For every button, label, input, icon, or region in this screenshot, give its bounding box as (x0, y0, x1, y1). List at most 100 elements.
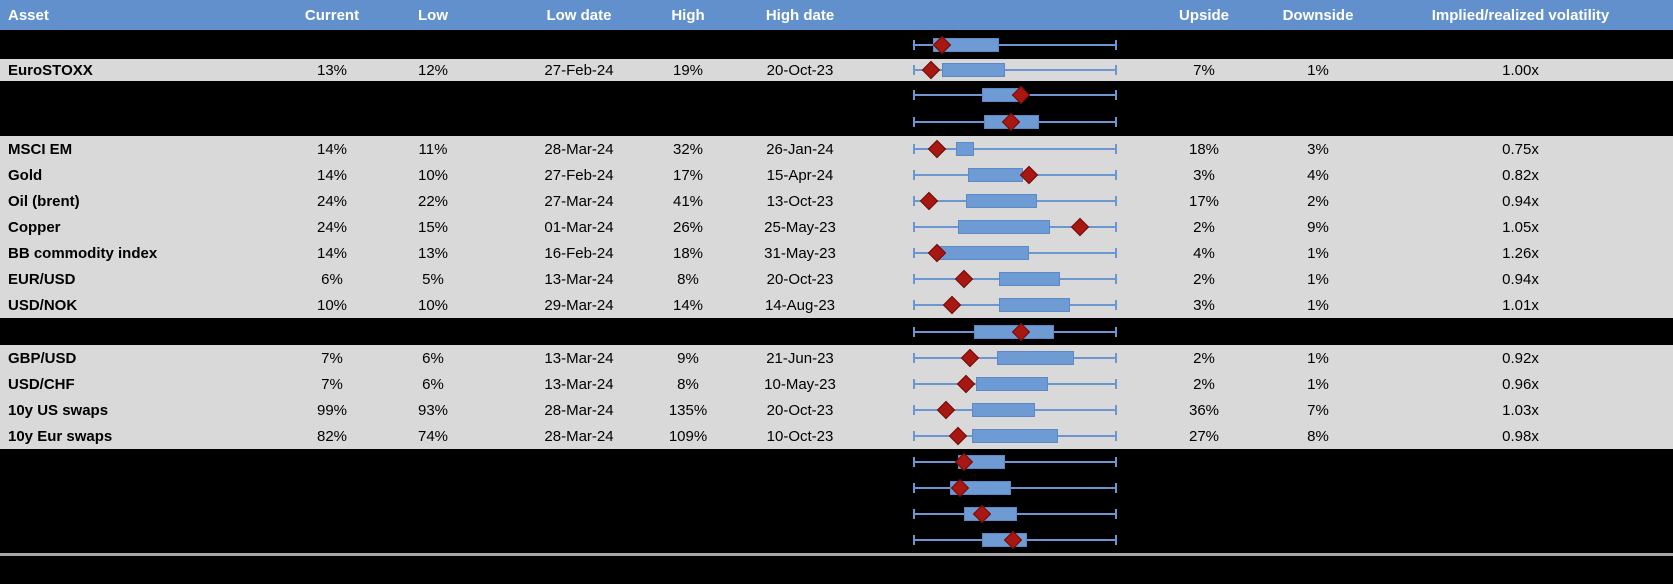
col-header-downside[interactable]: Downside (1282, 6, 1354, 24)
cell-upside[interactable]: 4% (1193, 244, 1215, 262)
cell-asset[interactable]: 10y Eur swaps (8, 427, 113, 445)
cell-low[interactable]: 10% (417, 166, 449, 184)
cell-current[interactable]: 13% (316, 61, 348, 79)
cell-iv-rv[interactable]: 0.98x (1502, 427, 1539, 445)
cell-high-date[interactable]: 20-Oct-23 (766, 270, 834, 288)
cell-iv-rv[interactable]: 0.94x (1502, 270, 1539, 288)
cell-asset[interactable]: EuroSTOXX (8, 61, 93, 79)
col-header-high-date[interactable]: High date (765, 6, 835, 24)
cell-asset[interactable]: Gold (8, 166, 43, 184)
cell-low-date[interactable]: 13-Mar-24 (544, 375, 614, 393)
cell-low[interactable]: 11% (418, 140, 448, 158)
cell-iv-rv[interactable]: 1.01x (1502, 296, 1539, 314)
cell-low[interactable]: 5% (422, 270, 444, 288)
col-header-implied-realized-volatility[interactable]: Implied/realized volatility (1431, 6, 1610, 24)
cell-high[interactable]: 9% (677, 349, 699, 367)
cell-current[interactable]: 7% (321, 349, 343, 367)
cell-high-date[interactable]: 21-Jun-23 (766, 349, 834, 367)
cell-current[interactable]: 14% (316, 166, 348, 184)
cell-high[interactable]: 135% (668, 401, 708, 419)
cell-upside[interactable]: 2% (1193, 375, 1215, 393)
cell-iv-rv[interactable]: 1.05x (1502, 218, 1539, 236)
col-header-upside[interactable]: Upside (1178, 6, 1229, 24)
cell-high-date[interactable]: 10-Oct-23 (766, 427, 834, 445)
cell-low[interactable]: 93% (417, 401, 449, 419)
cell-asset[interactable]: MSCI EM (8, 140, 73, 158)
cell-low[interactable]: 10% (417, 296, 449, 314)
cell-low-date[interactable]: 13-Mar-24 (544, 270, 614, 288)
cell-downside[interactable]: 7% (1307, 401, 1329, 419)
cell-high[interactable]: 32% (672, 140, 704, 158)
cell-current[interactable]: 14% (316, 140, 348, 158)
cell-low-date[interactable]: 28-Mar-24 (544, 401, 614, 419)
cell-downside[interactable]: 2% (1307, 192, 1329, 210)
col-header-asset[interactable]: Asset (8, 6, 49, 24)
cell-upside[interactable]: 2% (1193, 349, 1215, 367)
cell-low-date[interactable]: 29-Mar-24 (544, 296, 614, 314)
cell-asset[interactable]: Oil (brent) (8, 192, 80, 210)
cell-downside[interactable]: 1% (1307, 375, 1329, 393)
cell-low-date[interactable]: 27-Feb-24 (544, 166, 614, 184)
cell-high[interactable]: 26% (672, 218, 704, 236)
cell-asset[interactable]: EUR/USD (8, 270, 76, 288)
cell-low-date[interactable]: 28-Mar-24 (544, 140, 614, 158)
cell-low[interactable]: 74% (417, 427, 449, 445)
cell-asset[interactable]: Copper (8, 218, 61, 236)
cell-downside[interactable]: 1% (1307, 244, 1329, 262)
cell-current[interactable]: 6% (321, 270, 343, 288)
cell-low-date[interactable]: 27-Mar-24 (544, 192, 614, 210)
cell-current[interactable]: 14% (316, 244, 348, 262)
cell-current[interactable]: 82% (316, 427, 348, 445)
cell-current[interactable]: 10% (316, 296, 348, 314)
cell-high[interactable]: 109% (668, 427, 708, 445)
cell-upside[interactable]: 7% (1193, 61, 1215, 79)
cell-upside[interactable]: 2% (1193, 270, 1215, 288)
cell-high[interactable]: 41% (672, 192, 704, 210)
cell-asset[interactable]: USD/NOK (8, 296, 78, 314)
cell-current[interactable]: 7% (321, 375, 343, 393)
cell-current[interactable]: 24% (316, 218, 348, 236)
cell-high[interactable]: 14% (672, 296, 704, 314)
cell-downside[interactable]: 1% (1307, 349, 1329, 367)
col-header-high[interactable]: High (671, 6, 705, 24)
cell-asset[interactable]: USD/CHF (8, 375, 75, 393)
cell-upside[interactable]: 17% (1188, 192, 1220, 210)
cell-downside[interactable]: 4% (1307, 166, 1329, 184)
cell-asset[interactable]: GBP/USD (8, 349, 77, 367)
cell-downside[interactable]: 3% (1307, 140, 1329, 158)
cell-low-date[interactable]: 28-Mar-24 (544, 427, 614, 445)
cell-iv-rv[interactable]: 0.75x (1502, 140, 1539, 158)
cell-upside[interactable]: 3% (1193, 296, 1215, 314)
col-header-low-date[interactable]: Low date (546, 6, 612, 24)
cell-upside[interactable]: 3% (1193, 166, 1215, 184)
cell-high-date[interactable]: 20-Oct-23 (766, 401, 834, 419)
cell-high-date[interactable]: 31-May-23 (764, 244, 836, 262)
cell-asset[interactable]: BB commodity index (8, 244, 158, 262)
cell-low-date[interactable]: 13-Mar-24 (544, 349, 614, 367)
cell-upside[interactable]: 2% (1193, 218, 1215, 236)
cell-asset[interactable]: 10y US swaps (8, 401, 109, 419)
cell-low[interactable]: 6% (422, 349, 444, 367)
cell-high[interactable]: 8% (677, 375, 699, 393)
cell-iv-rv[interactable]: 0.92x (1502, 349, 1539, 367)
cell-iv-rv[interactable]: 1.03x (1502, 401, 1539, 419)
cell-downside[interactable]: 9% (1307, 218, 1329, 236)
cell-low[interactable]: 6% (422, 375, 444, 393)
cell-current[interactable]: 99% (316, 401, 348, 419)
cell-high-date[interactable]: 15-Apr-24 (766, 166, 834, 184)
cell-low-date[interactable]: 27-Feb-24 (544, 61, 614, 79)
cell-high[interactable]: 19% (672, 61, 704, 79)
cell-high-date[interactable]: 26-Jan-24 (766, 140, 834, 158)
cell-upside[interactable]: 27% (1188, 427, 1220, 445)
cell-downside[interactable]: 1% (1307, 270, 1329, 288)
cell-downside[interactable]: 8% (1307, 427, 1329, 445)
col-header-current[interactable]: Current (304, 6, 360, 24)
cell-low[interactable]: 12% (417, 61, 449, 79)
cell-high[interactable]: 8% (677, 270, 699, 288)
cell-downside[interactable]: 1% (1307, 61, 1329, 79)
cell-low[interactable]: 15% (417, 218, 449, 236)
col-header-low[interactable]: Low (418, 6, 448, 24)
cell-low[interactable]: 13% (417, 244, 449, 262)
cell-iv-rv[interactable]: 1.00x (1502, 61, 1539, 79)
cell-iv-rv[interactable]: 1.26x (1502, 244, 1539, 262)
